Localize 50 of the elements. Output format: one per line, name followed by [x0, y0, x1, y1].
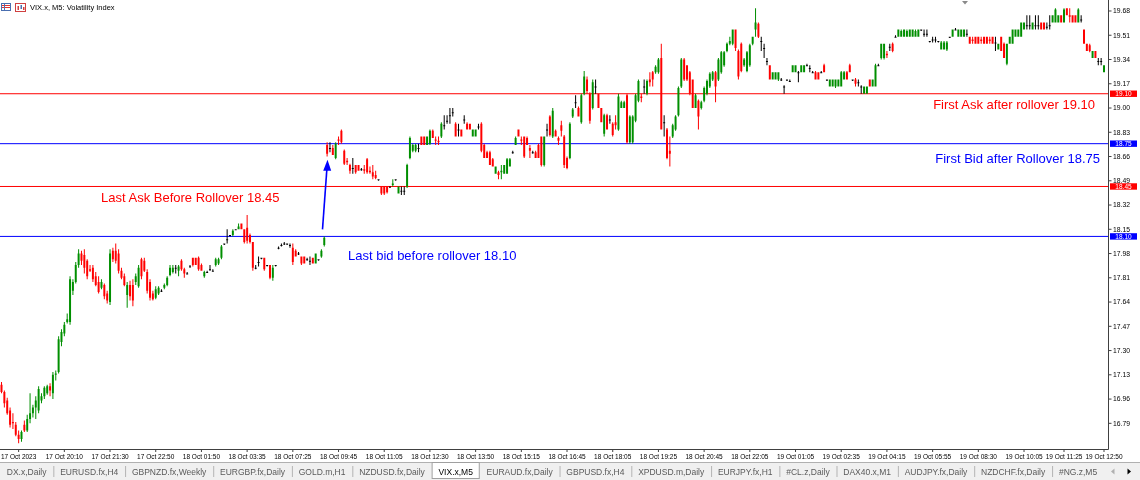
candlestick — [448, 108, 451, 124]
candlestick — [1028, 15, 1031, 30]
text: GOLD.m,H1 — [298, 466, 346, 477]
text: EURGBP.fx,Daily — [220, 466, 286, 477]
candlestick — [860, 85, 863, 94]
candlestick — [608, 115, 611, 124]
text: VIX.x,M5 — [438, 466, 474, 477]
candlestick — [648, 72, 651, 87]
text: DX.x,Daily — [6, 466, 48, 477]
annotation: First Bid after Rollover 18.75 — [935, 150, 1100, 166]
text: AUDJPY.fx,Daily — [904, 466, 969, 477]
text: NZDUSD.fx,Daily — [359, 466, 426, 477]
text: EURJPY.fx,H1 — [717, 466, 773, 477]
candlestick — [1068, 8, 1071, 23]
text: NZDCHF.fx,Daily — [981, 466, 1046, 477]
candlestick — [546, 123, 549, 137]
candlestick — [574, 95, 577, 109]
candlestick — [857, 79, 860, 87]
candlestick — [403, 186, 406, 196]
candlestick — [788, 79, 791, 82]
text: #CL.z,Daily — [786, 466, 831, 477]
candlestick — [663, 115, 666, 137]
annotation: First Ask after rollover 19.10 — [933, 96, 1095, 112]
candlestick — [811, 70, 814, 74]
text: #NG.z,M5 — [1058, 466, 1098, 477]
candlestick — [594, 79, 597, 94]
candlestick — [257, 256, 260, 267]
text: EURUSD.fx,H4 — [60, 466, 119, 477]
candlestick — [174, 264, 177, 274]
text: EURAUD.fx,Daily — [486, 466, 554, 477]
text: XPDUSD.m,Daily — [638, 466, 705, 477]
text: GBPUSD.fx,H4 — [566, 466, 625, 477]
text: GBPNZD.fx,Weekly — [131, 466, 208, 477]
candlestick — [443, 115, 446, 130]
candlestick — [797, 70, 800, 83]
candlestick — [877, 63, 880, 67]
candlestick — [328, 142, 331, 153]
annotation: Last Ask Before Rollover 18.45 — [101, 190, 280, 206]
candlestick — [457, 123, 460, 137]
candlestick — [400, 186, 403, 196]
candlestick — [1037, 15, 1040, 30]
candlestick — [783, 85, 786, 94]
candlestick — [1048, 15, 1051, 30]
candlestick — [463, 115, 466, 124]
candlestick — [1034, 15, 1037, 30]
annotation: Last bid before rollover 18.10 — [348, 248, 517, 264]
candlestick — [994, 36, 997, 51]
candlestick — [351, 157, 354, 174]
candlestick — [820, 70, 823, 74]
text: DAX40.x,M1 — [843, 466, 892, 477]
